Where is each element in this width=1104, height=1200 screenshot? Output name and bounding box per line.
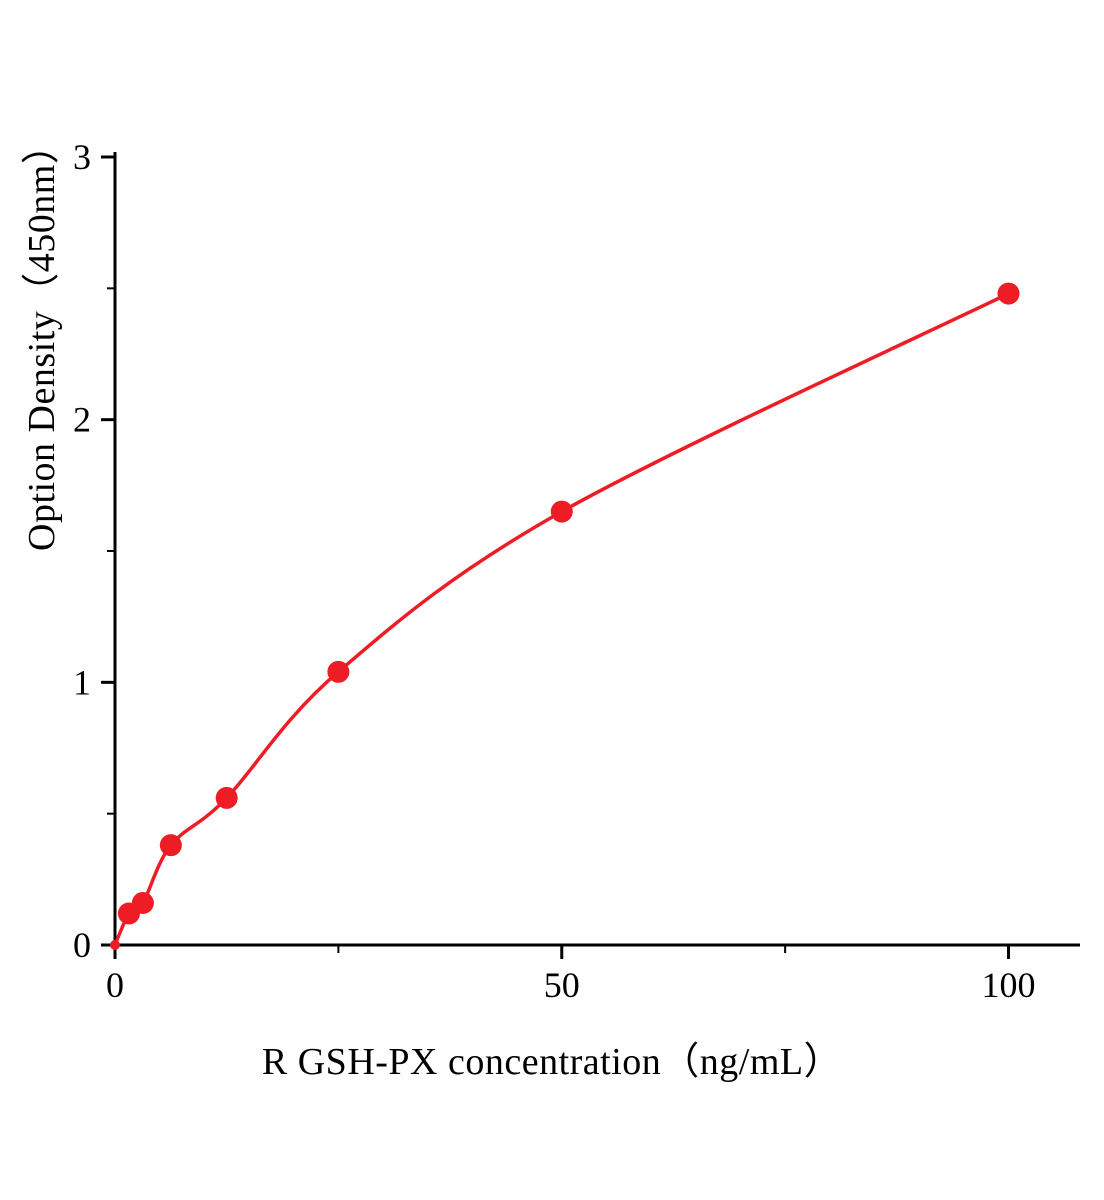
y-tick-label: 1 xyxy=(73,662,91,702)
data-point xyxy=(110,940,120,950)
y-tick-label: 0 xyxy=(73,925,91,965)
data-point xyxy=(997,282,1020,305)
data-point xyxy=(327,660,350,683)
data-point xyxy=(550,500,573,523)
x-tick-label: 50 xyxy=(544,965,580,1005)
data-point xyxy=(131,891,154,914)
x-tick-label: 0 xyxy=(106,965,124,1005)
y-tick-label: 3 xyxy=(73,137,91,177)
data-point xyxy=(215,786,238,809)
y-tick-label: 2 xyxy=(73,400,91,440)
x-axis-label: R GSH-PX concentration（ng/mL） xyxy=(261,1041,843,1083)
curve-line xyxy=(113,292,1010,946)
data-point xyxy=(159,834,182,857)
x-tick-label: 100 xyxy=(982,965,1036,1005)
